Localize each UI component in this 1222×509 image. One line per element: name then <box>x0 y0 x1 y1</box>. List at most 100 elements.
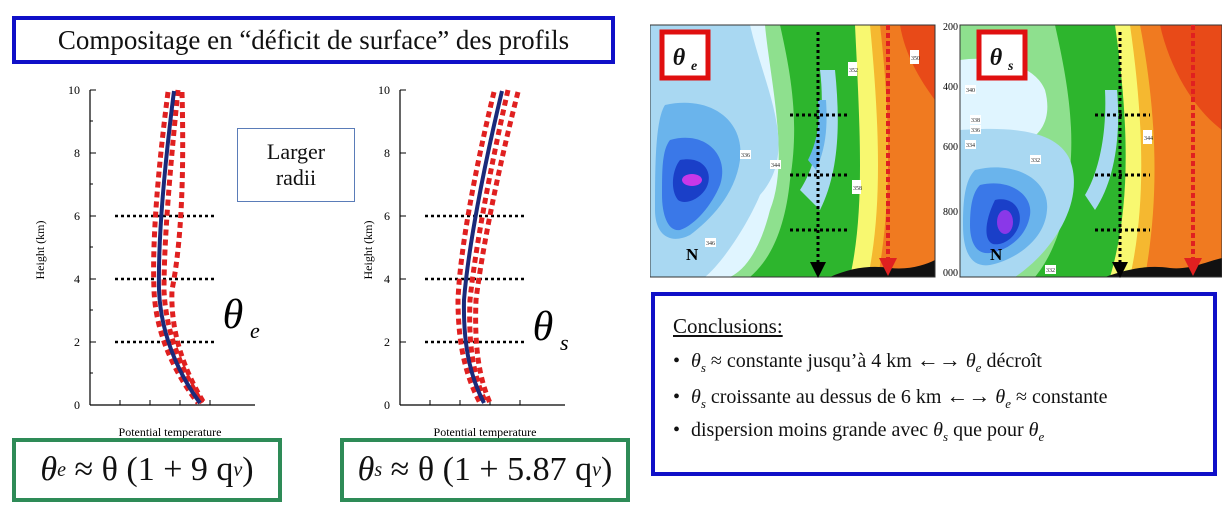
black-dotted-markers <box>790 32 848 265</box>
badge-symbol: θ <box>990 45 1003 71</box>
ytick-10: 10 <box>378 83 390 97</box>
ytick-8: 8 <box>384 146 390 160</box>
y-ticks <box>400 89 406 343</box>
svg-text:334: 334 <box>966 143 975 149</box>
theta-sub: e <box>975 360 982 375</box>
conclusion-text: dispersion moins grande avec <box>691 419 929 441</box>
ptick-1000: 000 <box>943 268 958 279</box>
double-arrow: ←→ <box>916 347 961 372</box>
north-marker: N <box>686 245 699 264</box>
svg-text:358: 358 <box>853 186 862 192</box>
profile-plot-theta-s: 10 8 6 4 2 0 Height (km) θ s Potential t… <box>361 83 569 439</box>
formula-lhs-sub: s <box>374 458 383 481</box>
contour-labels: 352 344 336 346 358 350 <box>705 50 920 247</box>
formula-lhs: θ <box>40 451 58 488</box>
svg-text:332: 332 <box>1031 158 1040 164</box>
spread-curve-mid <box>161 89 205 405</box>
profile-subscript: s <box>560 330 569 355</box>
red-arrow-head <box>879 258 897 276</box>
black-arrow-head <box>1112 262 1128 278</box>
svg-text:336: 336 <box>741 153 750 159</box>
spread-curve-left <box>455 91 497 405</box>
theta-symbol: θ <box>691 350 701 372</box>
y-axis-label: Height (km) <box>361 221 375 280</box>
conclusion-item-1: • θs ≈ constante jusqu’à 4 km ←→ θe décr… <box>673 347 1042 375</box>
svg-text:344: 344 <box>1144 136 1153 142</box>
ytick-2: 2 <box>384 335 390 349</box>
black-arrow-head <box>810 262 826 278</box>
conclusion-text: croissante au dessus de 6 km <box>710 386 942 408</box>
profile-subscript: e <box>250 318 260 343</box>
spread-curve-right <box>169 91 207 405</box>
double-arrow: ←→ <box>946 383 991 408</box>
formula-rhs: ≈ θ (1 + 5.87 q <box>390 451 593 488</box>
theta-symbol: θ <box>691 386 701 408</box>
ptick-400: 400 <box>943 82 958 93</box>
contour-field <box>960 25 1222 277</box>
theta-sub: s <box>700 360 706 375</box>
conclusion-item-2: • θs croissante au dessus de 6 km ←→ θe … <box>673 383 1108 411</box>
conclusion-tail: que pour <box>953 419 1024 441</box>
conclusion-tail: décroît <box>986 350 1042 372</box>
conclusions-box: Conclusions: • θs ≈ constante jusqu’à 4 … <box>651 292 1217 476</box>
svg-text:336: 336 <box>971 128 980 134</box>
profile-plot-theta-e: 10 8 6 4 2 0 Height (km) θ e Potential t… <box>33 83 260 439</box>
theta-symbol: θ <box>995 386 1006 408</box>
badge-symbol: θ <box>673 45 686 71</box>
conclusion-tail: ≈ constante <box>1016 386 1108 408</box>
ytick-10: 10 <box>68 83 80 97</box>
ytick-2: 2 <box>74 335 80 349</box>
theta-sub: e <box>1005 396 1012 411</box>
annotation-line-1: Larger <box>266 138 326 164</box>
theta-symbol: θ <box>965 350 976 372</box>
larger-radii-annotation: Larger radii <box>237 128 355 202</box>
y-axis-label: Height (km) <box>33 221 47 280</box>
theta-sub: s <box>700 396 706 411</box>
north-marker: N <box>990 245 1003 264</box>
black-dotted-markers <box>1095 32 1150 265</box>
conclusion-item-3: • dispersion moins grande avec θs que po… <box>673 419 1045 444</box>
ptick-800: 800 <box>943 207 958 218</box>
ptick-600: 600 <box>943 142 958 153</box>
slide-title-text: Compositage en “déficit de surface” des … <box>57 24 570 55</box>
badge-subscript: s <box>1007 59 1014 74</box>
x-ticks <box>429 400 521 405</box>
formula-rhs-sub: v <box>233 458 243 481</box>
cross-section-theta-e: 200 400 600 800 1000 θ e N 352 344 336 3… <box>650 24 936 278</box>
x-ticks <box>119 400 211 405</box>
svg-text:332: 332 <box>1046 268 1055 274</box>
svg-text:340: 340 <box>966 88 975 94</box>
ytick-6: 6 <box>384 209 390 223</box>
x-axis-label: Potential temperature <box>434 425 537 439</box>
svg-text:350: 350 <box>911 56 920 62</box>
svg-text:352: 352 <box>849 68 858 74</box>
section-badge <box>659 29 711 81</box>
section-badge <box>976 29 1028 81</box>
profile-symbol: θ <box>223 292 244 338</box>
x-axis-label: Potential temperature <box>119 425 222 439</box>
ytick-4: 4 <box>384 272 390 286</box>
contour-labels: 340 338 336 334 332 332 344 <box>965 85 1153 274</box>
formula-close: ) <box>601 451 613 488</box>
y-ticks <box>90 89 96 374</box>
conclusion-text: ≈ constante jusqu’à 4 km <box>710 350 912 372</box>
profile-symbol: θ <box>533 304 554 350</box>
ytick-6: 6 <box>74 209 80 223</box>
theta-symbol: θ <box>1028 419 1039 441</box>
formula-rhs: ≈ θ (1 + 9 q <box>74 451 234 488</box>
cross-section-theta-s: 200 400 600 800 000 θ s N 340 338 336 33… <box>943 22 1222 279</box>
ytick-4: 4 <box>74 272 80 286</box>
conclusions-title: Conclusions: <box>673 314 783 338</box>
svg-text:346: 346 <box>706 241 715 247</box>
slide-title: Compositage en “déficit de surface” des … <box>12 16 615 64</box>
badge-subscript: e <box>691 59 697 74</box>
formula-lhs: θ <box>357 451 375 488</box>
ytick-8: 8 <box>74 146 80 160</box>
formula-lhs-sub: e <box>57 458 66 481</box>
red-arrow-head <box>1184 258 1202 276</box>
annotation-line-2: radii <box>275 165 317 190</box>
theta-sub: s <box>943 429 949 444</box>
spread-curve-right <box>473 91 521 404</box>
svg-text:344: 344 <box>771 163 780 169</box>
